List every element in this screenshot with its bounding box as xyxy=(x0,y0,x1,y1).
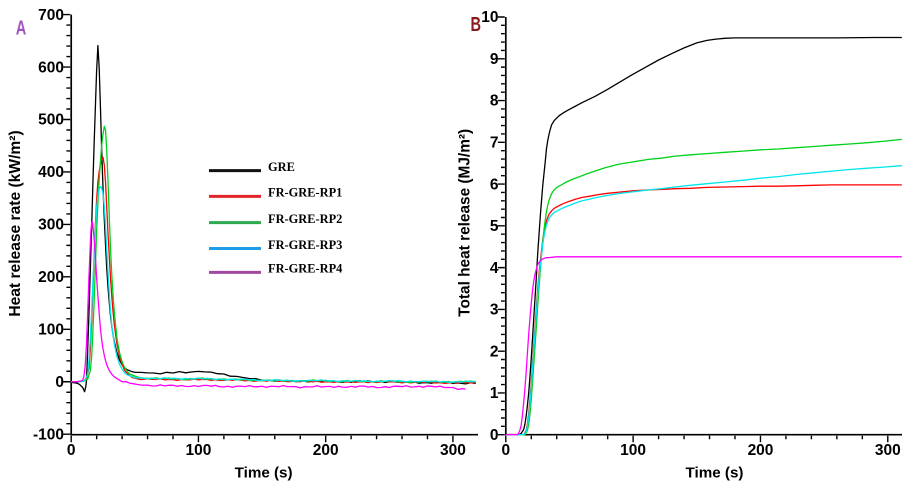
svg-text:200: 200 xyxy=(313,442,339,459)
svg-text:10: 10 xyxy=(481,9,498,26)
svg-text:4: 4 xyxy=(490,260,499,277)
svg-text:Heat release rate (kW/m²): Heat release rate (kW/m²) xyxy=(7,130,24,316)
svg-text:600: 600 xyxy=(38,59,64,76)
svg-text:400: 400 xyxy=(38,164,64,181)
svg-text:7: 7 xyxy=(490,135,499,152)
svg-text:Total heat release (MJ/m²): Total heat release (MJ/m²) xyxy=(456,129,473,317)
svg-text:5: 5 xyxy=(490,218,499,235)
svg-text:GRE: GRE xyxy=(268,160,295,174)
svg-text:300: 300 xyxy=(875,442,901,459)
svg-text:Time (s): Time (s) xyxy=(686,465,744,482)
svg-text:1: 1 xyxy=(490,385,499,402)
svg-text:500: 500 xyxy=(38,112,64,129)
svg-text:0: 0 xyxy=(501,442,510,459)
svg-text:700: 700 xyxy=(38,7,64,24)
svg-text:0: 0 xyxy=(67,442,76,459)
svg-text:200: 200 xyxy=(748,442,774,459)
svg-text:FR-GRE-RP3: FR-GRE-RP3 xyxy=(268,238,342,252)
svg-text:B: B xyxy=(471,13,482,36)
svg-text:FR-GRE-RP2: FR-GRE-RP2 xyxy=(268,212,342,226)
svg-text:200: 200 xyxy=(38,269,64,286)
svg-text:8: 8 xyxy=(490,93,499,110)
svg-text:300: 300 xyxy=(38,217,64,234)
svg-text:3: 3 xyxy=(490,302,499,319)
svg-text:FR-GRE-RP4: FR-GRE-RP4 xyxy=(268,262,342,276)
svg-text:9: 9 xyxy=(490,51,499,68)
svg-text:-100: -100 xyxy=(33,426,64,443)
svg-text:FR-GRE-RP1: FR-GRE-RP1 xyxy=(268,186,342,200)
svg-text:100: 100 xyxy=(185,442,211,459)
svg-text:2: 2 xyxy=(490,343,499,360)
svg-text:100: 100 xyxy=(620,442,646,459)
svg-text:A: A xyxy=(16,16,27,39)
svg-text:100: 100 xyxy=(38,322,64,339)
svg-text:Time (s): Time (s) xyxy=(235,465,293,482)
svg-text:6: 6 xyxy=(490,176,499,193)
svg-text:0: 0 xyxy=(55,374,64,391)
svg-text:300: 300 xyxy=(440,442,466,459)
svg-text:0: 0 xyxy=(490,427,499,444)
